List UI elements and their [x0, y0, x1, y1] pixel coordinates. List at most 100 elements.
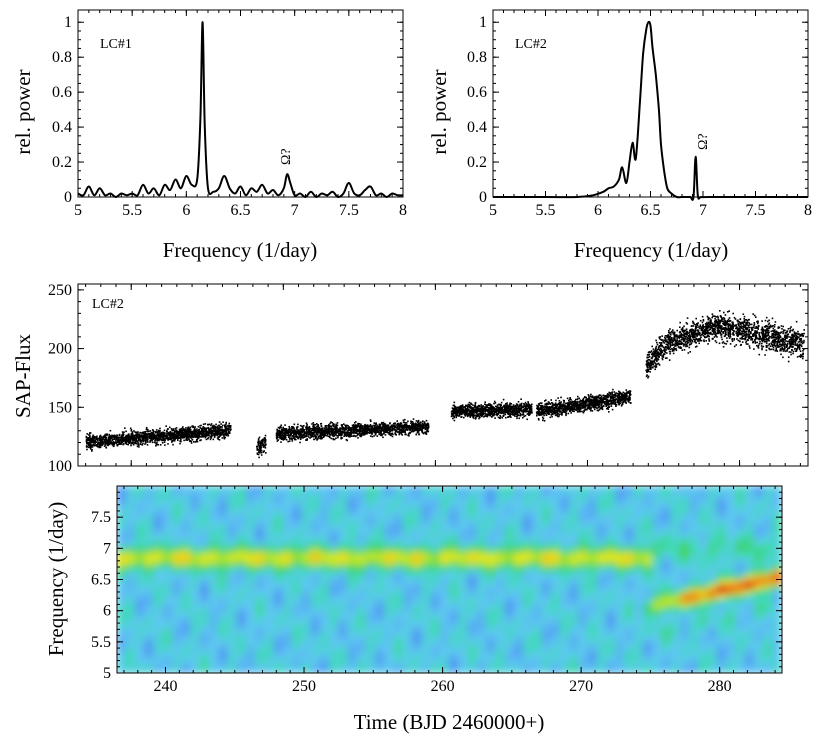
flux-point [282, 432, 284, 434]
flux-point [365, 428, 367, 430]
flux-point [526, 403, 528, 405]
flux-point [307, 438, 309, 440]
periodogram-lc2-ytick-label: 1 [479, 14, 487, 31]
flux-point [134, 442, 136, 444]
flux-point [191, 442, 193, 444]
flux-point [190, 429, 192, 431]
flux-point [138, 446, 140, 448]
periodogram-lc1-xtick-label: 7.5 [339, 202, 359, 219]
flux-point [110, 430, 112, 432]
flux-point [102, 443, 104, 445]
flux-point [509, 415, 511, 417]
flux-point [517, 415, 519, 417]
flux-point [496, 410, 498, 412]
flux-point [404, 430, 406, 432]
flux-point [192, 433, 194, 435]
flux-point [120, 437, 122, 439]
flux-point [400, 424, 402, 426]
flux-point [205, 437, 207, 439]
flux-point [494, 413, 496, 415]
flux-point [306, 426, 308, 428]
flux-point [112, 444, 114, 446]
flux-point [321, 425, 323, 427]
flux-point [404, 422, 406, 424]
flux-point [498, 413, 500, 415]
flux-point [334, 426, 336, 428]
flux-point [145, 433, 147, 435]
flux-point [400, 422, 402, 424]
flux-point [203, 427, 205, 429]
flux-point [125, 431, 127, 433]
flux-point [454, 410, 456, 412]
flux-point [328, 432, 330, 434]
flux-point [413, 418, 415, 420]
flux-point [132, 435, 134, 437]
flux-point [308, 435, 310, 437]
flux-point [304, 436, 306, 438]
flux-point [319, 438, 321, 440]
flux-point [320, 436, 322, 438]
flux-point [516, 418, 518, 420]
flux-point [377, 435, 379, 437]
flux-point [502, 417, 504, 419]
flux-point [108, 434, 110, 436]
flux-point [143, 435, 145, 437]
periodogram-lc1-omega-annotation: Ω? [279, 148, 294, 165]
flux-point [395, 430, 397, 432]
flux-point [98, 446, 100, 448]
flux-point [551, 414, 553, 416]
flux-point [315, 427, 317, 429]
flux-point [127, 441, 129, 443]
light-curve-points [86, 310, 805, 458]
flux-point [208, 437, 210, 439]
flux-point [90, 442, 92, 444]
flux-point [410, 421, 412, 423]
flux-point [422, 426, 424, 428]
flux-point [328, 431, 330, 433]
flux-point [211, 436, 213, 438]
flux-point [113, 444, 115, 446]
flux-point [164, 444, 166, 446]
flux-point [297, 426, 299, 428]
flux-point [289, 440, 291, 442]
flux-point [374, 426, 376, 428]
flux-point [320, 429, 322, 431]
flux-point [531, 409, 533, 411]
flux-point [480, 408, 482, 410]
flux-point [334, 429, 336, 431]
flux-point [518, 418, 520, 420]
flux-point [396, 427, 398, 429]
flux-point [122, 431, 124, 433]
flux-point [470, 416, 472, 418]
flux-point [177, 440, 179, 442]
flux-point [298, 438, 300, 440]
flux-point [512, 406, 514, 408]
flux-point [514, 411, 516, 413]
flux-point [149, 440, 151, 442]
flux-point [477, 409, 479, 411]
flux-point [426, 428, 428, 430]
flux-point [93, 439, 95, 441]
flux-point [398, 434, 400, 436]
flux-point [394, 425, 396, 427]
flux-point [154, 442, 156, 444]
flux-point [167, 443, 169, 445]
flux-point [140, 444, 142, 446]
flux-point [480, 410, 482, 412]
flux-point [202, 431, 204, 433]
flux-point [149, 441, 151, 443]
flux-point [615, 405, 617, 407]
flux-point [296, 428, 298, 430]
flux-point [139, 437, 141, 439]
flux-point [259, 441, 261, 443]
flux-point [406, 422, 408, 424]
flux-point [406, 425, 408, 427]
flux-point [336, 428, 338, 430]
flux-point [350, 429, 352, 431]
flux-point [113, 435, 115, 437]
flux-point [573, 411, 575, 413]
flux-point [204, 431, 206, 433]
flux-point [277, 431, 279, 433]
flux-point [187, 430, 189, 432]
flux-point [347, 433, 349, 435]
